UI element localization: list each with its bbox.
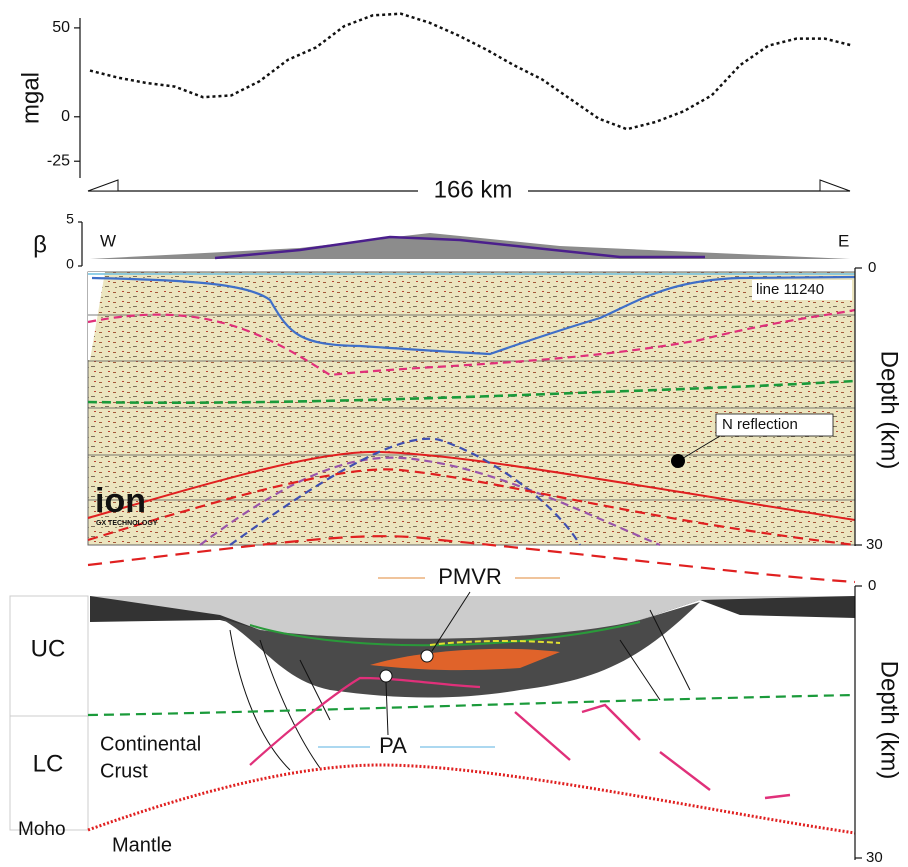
y-tick-label: 0 — [61, 108, 70, 125]
lc-label: LC — [33, 750, 64, 777]
gravity-line — [89, 12, 854, 131]
depth-tick: 30 — [866, 849, 883, 866]
depth-label: Depth (km) — [876, 661, 903, 780]
logo: ion — [95, 482, 146, 520]
crust-label: Crust — [100, 760, 148, 782]
moho-label: Moho — [18, 819, 66, 840]
beta-label: β — [33, 231, 47, 258]
y-tick-label: -25 — [47, 152, 70, 169]
depth-tick: 0 — [868, 259, 876, 276]
depth-label: Depth (km) — [876, 351, 903, 470]
y-tick-label: 50 — [52, 19, 70, 36]
scale-label: 166 km — [434, 176, 513, 203]
beta-tick: 0 — [66, 256, 74, 272]
east-label: E — [838, 231, 849, 250]
logo-sub: GX TECHNOLOGY — [96, 520, 158, 527]
beta-panel: β 5 0 W E — [33, 211, 850, 272]
west-label: W — [100, 231, 116, 250]
annotation: N reflection — [722, 416, 798, 433]
gravity-chart: mgal -25 0 50 — [17, 12, 854, 178]
scale-bar: 166 km — [87, 176, 851, 204]
depth-tick: 30 — [866, 536, 883, 553]
pa-label: PA — [379, 733, 407, 758]
uc-label: UC — [31, 635, 66, 662]
mantle-label: Mantle — [112, 834, 172, 856]
section-panel: PMVR PA UC LC Continental Crust Moho Man… — [9, 564, 903, 866]
seismic-panel: line 11240 N reflection ion GX TECHNOLOG… — [87, 259, 903, 584]
line-name: line 11240 — [756, 281, 824, 298]
crust-label: Continental — [100, 733, 201, 755]
depth-tick: 0 — [868, 577, 876, 594]
beta-tick: 5 — [66, 211, 74, 227]
pmvr-label: PMVR — [438, 564, 502, 589]
y-axis-label: mgal — [17, 72, 44, 124]
